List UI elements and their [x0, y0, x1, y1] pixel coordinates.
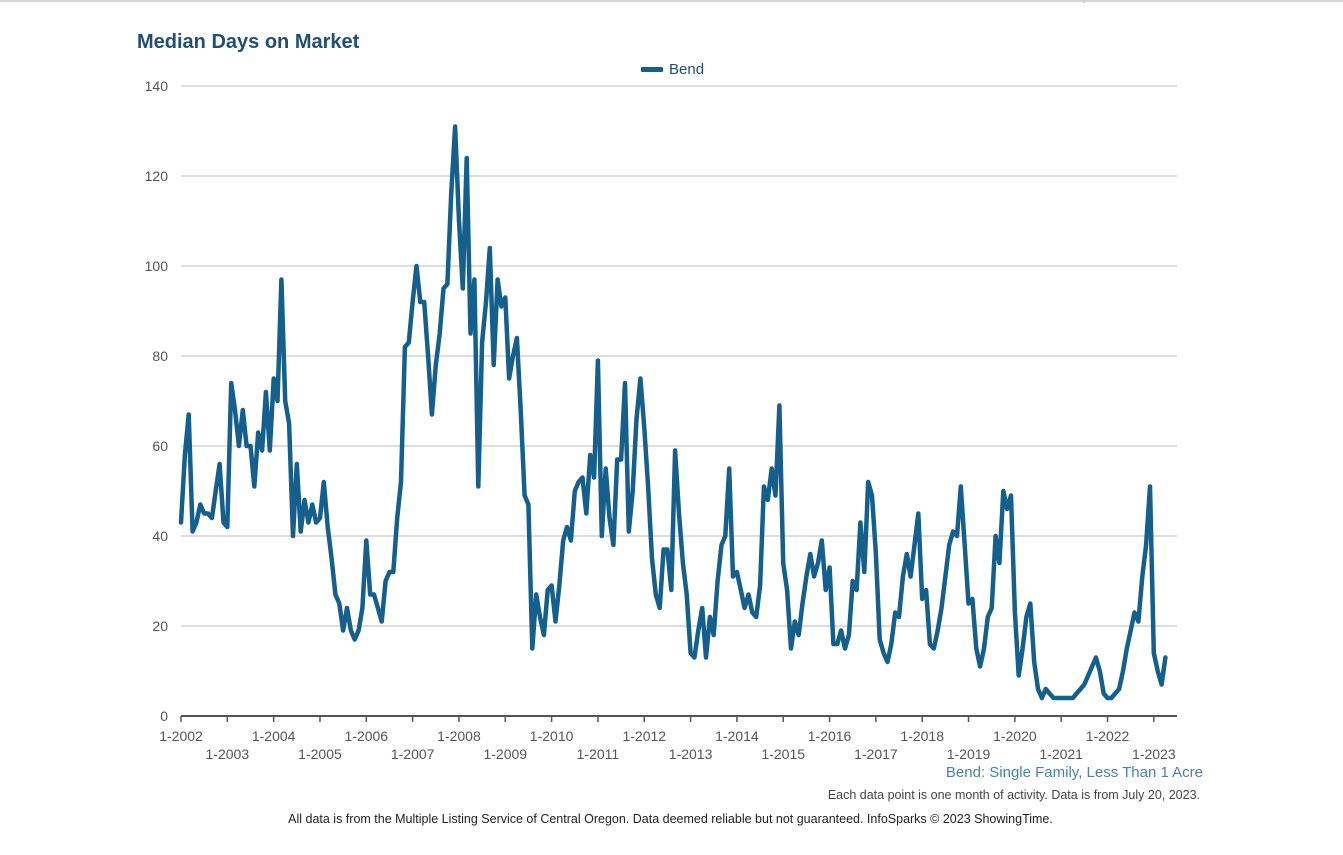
y-tick-label-20: 20 [152, 618, 168, 634]
y-tick-label-40: 40 [152, 528, 168, 544]
x-tick-label-1-2011: 1-2011 [577, 746, 620, 762]
x-tick-label-1-2021: 1-2021 [1039, 746, 1083, 762]
x-tick-label-1-2014: 1-2014 [715, 728, 759, 744]
series-line-bend [178, 124, 1168, 701]
x-tick-label-1-2015: 1-2015 [761, 746, 805, 762]
x-tick-label-1-2008: 1-2008 [437, 728, 481, 744]
x-tick-label-1-2016: 1-2016 [808, 728, 852, 744]
y-tick-label-0: 0 [160, 708, 168, 724]
legend-label-bend: Bend [669, 60, 705, 78]
x-tick-label-1-2013: 1-2013 [669, 746, 713, 762]
legend-swatch-bend [641, 66, 663, 72]
y-tick-label-60: 60 [152, 438, 168, 454]
y-tick-label-100: 100 [145, 258, 169, 274]
x-tick-label-1-2023: 1-2023 [1132, 746, 1176, 762]
x-tick-label-1-2002: 1-2002 [159, 728, 203, 744]
footer-text: All data is from the Multiple Listing Se… [288, 812, 1053, 826]
x-tick-label-1-2012: 1-2012 [622, 728, 666, 744]
page-top-border [0, 0, 1343, 2]
x-tick-label-1-2005: 1-2005 [298, 746, 342, 762]
x-tick-label-1-2006: 1-2006 [345, 728, 389, 744]
footer-disclaimer: All data is from the Multiple Listing Se… [0, 812, 1343, 826]
x-tick-label-1-2009: 1-2009 [483, 746, 527, 762]
x-tick-label-1-2019: 1-2019 [947, 746, 991, 762]
y-tick-label-80: 80 [152, 348, 168, 364]
x-tick-label-1-2003: 1-2003 [206, 746, 250, 762]
y-tick-label-120: 120 [145, 168, 169, 184]
chart-title: Median Days on Market [137, 31, 360, 53]
page-top-tick [1083, 0, 1085, 3]
x-tick-label-1-2018: 1-2018 [900, 728, 944, 744]
x-tick-label-1-2020: 1-2020 [993, 728, 1037, 744]
legend[interactable]: Bend [641, 59, 704, 79]
x-tick-label-1-2010: 1-2010 [530, 728, 574, 744]
data-note: Each data point is one month of activity… [827, 788, 1200, 802]
x-tick-label-1-2004: 1-2004 [252, 728, 296, 744]
x-tick-label-1-2017: 1-2017 [854, 746, 898, 762]
x-tick-label-1-2007: 1-2007 [391, 746, 435, 762]
x-tick-label-1-2022: 1-2022 [1086, 728, 1130, 744]
chart-subtitle: Bend: Single Family, Less Than 1 Acre [945, 764, 1203, 781]
y-tick-label-140: 140 [145, 78, 169, 94]
